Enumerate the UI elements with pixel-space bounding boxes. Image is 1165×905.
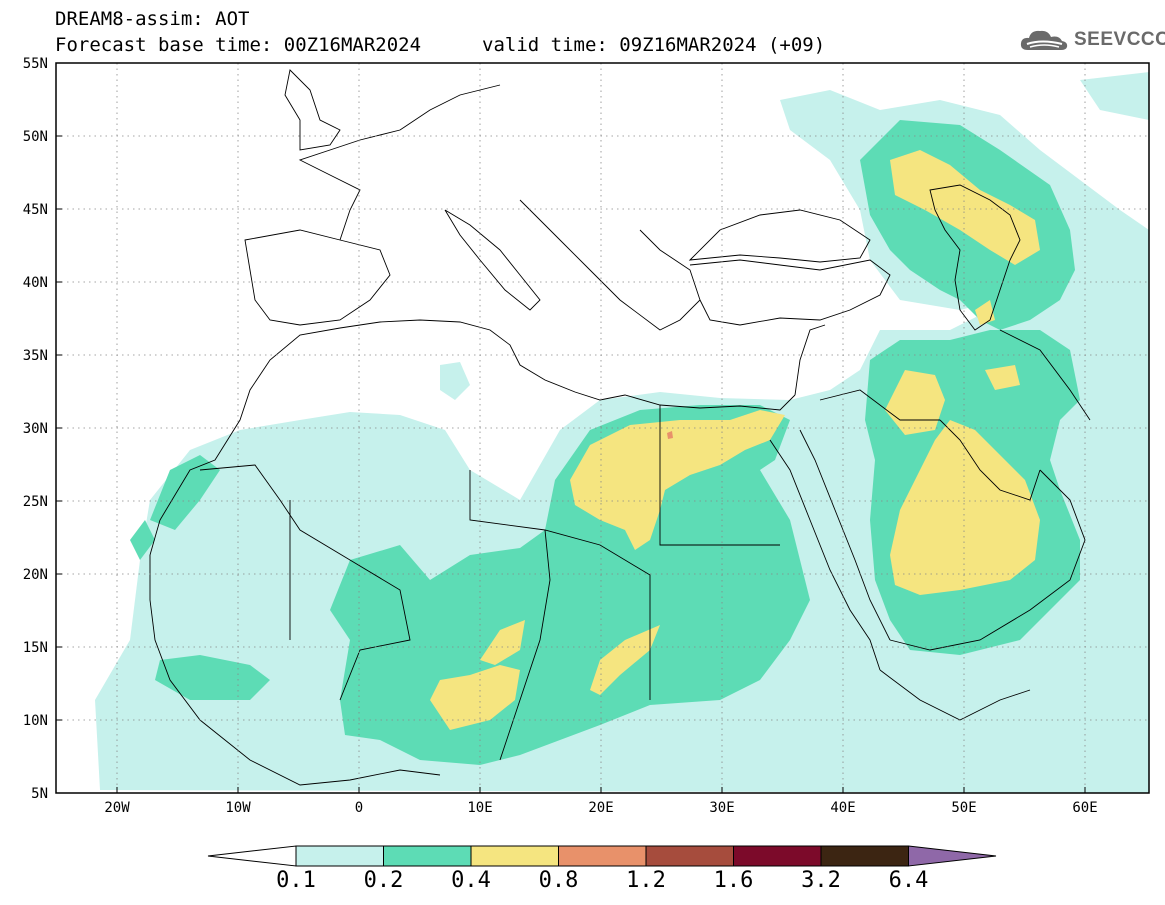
- colorbar-segment: [207, 845, 297, 867]
- colorbar-label: 0.1: [276, 868, 316, 893]
- lat-label: 20N: [23, 567, 48, 583]
- aot-field: [95, 72, 1149, 793]
- seevccc-logo: SEEVCCC: [1018, 26, 1165, 54]
- colorbar-label: 1.2: [626, 868, 666, 893]
- lon-label: 40E: [830, 800, 855, 816]
- colorbar-segment: [470, 845, 559, 867]
- colorbar-segment: [383, 845, 472, 867]
- aot-0.8-contour: [667, 431, 673, 439]
- lon-label: 10E: [467, 800, 492, 816]
- lon-label: 20W: [104, 800, 130, 816]
- axis-ticks: [56, 135, 1086, 793]
- lat-label: 30N: [23, 421, 48, 437]
- coastlines-and-borders: [149, 69, 1091, 786]
- colorbar-label: 0.8: [538, 868, 579, 893]
- lon-label: 60E: [1072, 800, 1097, 816]
- colorbar-segment: [820, 845, 909, 867]
- colorbar-segment: [908, 845, 997, 867]
- map-title: DREAM8-assim: AOT: [55, 8, 250, 30]
- colorbar-label: 0.4: [451, 868, 491, 893]
- grid-lines: [56, 63, 1149, 793]
- lat-label: 40N: [23, 275, 48, 291]
- lon-label: 50E: [951, 800, 976, 816]
- lat-label: 10N: [23, 713, 48, 729]
- lat-label: 55N: [23, 56, 48, 72]
- lat-label: 35N: [23, 348, 48, 364]
- lon-label: 10W: [225, 800, 251, 816]
- colorbar-segment: [295, 845, 384, 867]
- forecast-base-time: Forecast base time: 00Z16MAR2024: [55, 34, 422, 56]
- colorbar-label: 1.6: [713, 868, 754, 893]
- colorbar-label: 3.2: [801, 868, 841, 893]
- longitude-labels: 20W 10W 0 10E 20E 30E 40E 50E 60E: [104, 800, 1097, 816]
- colorbar: [207, 845, 997, 867]
- colorbar-segment: [645, 845, 734, 867]
- lat-label: 50N: [23, 129, 48, 145]
- colorbar-label: 0.2: [363, 868, 404, 893]
- colorbar-segment: [558, 845, 647, 867]
- cloud-icon: [1020, 30, 1068, 50]
- valid-time: valid time: 09Z16MAR2024 (+09): [482, 34, 826, 56]
- lon-label: 30E: [709, 800, 734, 816]
- lon-label: 0: [355, 800, 363, 816]
- lat-label: 25N: [23, 494, 48, 510]
- aot-0.4-contour: [430, 150, 1040, 730]
- lon-label: 20E: [588, 800, 613, 816]
- colorbar-label: 6.4: [888, 868, 929, 893]
- lat-label: 5N: [31, 786, 48, 802]
- latitude-labels: 55N 50N 45N 40N 35N 30N 25N 20N 15N 10N …: [23, 56, 48, 802]
- lat-label: 45N: [23, 202, 48, 218]
- colorbar-segment: [733, 845, 822, 867]
- lat-label: 15N: [23, 640, 48, 656]
- logo-text: SEEVCCC: [1074, 29, 1165, 50]
